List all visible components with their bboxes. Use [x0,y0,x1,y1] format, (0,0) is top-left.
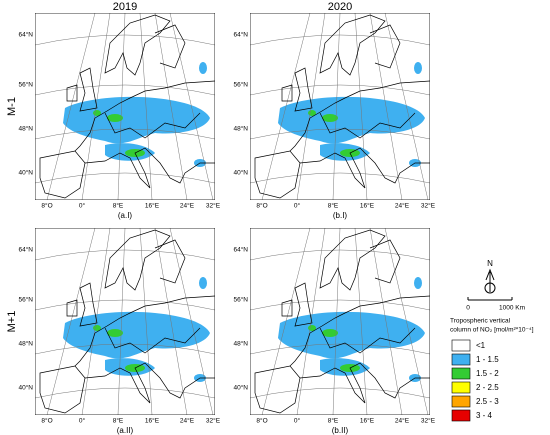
layer [35,13,430,415]
lat-label: 56°N [233,296,248,304]
lat-label: 64°N [18,31,33,39]
column-header: 2019 [113,1,137,13]
legend-swatch [451,381,471,394]
legend-label: 3 - 4 [476,411,493,420]
lon-label: 24°E [395,417,410,425]
lat-label: 40°N [18,384,33,392]
lat-label: 40°N [233,169,248,177]
lon-label: 16°E [145,202,160,210]
panel-label: (b.I) [333,211,348,220]
lon-label: 8°E [113,202,124,210]
legend-label: <1 [476,341,486,350]
legend-label: 2 - 2.5 [476,383,499,392]
panel-label: (b.II) [332,426,349,435]
map-panel [250,228,430,415]
lon-label: 32°E [421,417,436,425]
lon-label: 8°O [256,417,267,425]
panel-label: (a.II) [117,426,134,435]
scale-start: 0 [466,305,470,312]
legend-swatch [451,339,471,352]
lon-label: 32°E [421,202,436,210]
lat-label: 40°N [18,169,33,177]
legend-label: 1.5 - 2 [476,369,499,378]
row-label: M-1 [6,97,18,116]
lon-label: 0° [294,202,301,210]
legend-swatch [451,353,471,366]
legend-title: column of NO₂ [mol/m²*10⁻⁴] [450,327,534,334]
lat-label: 48°N [18,125,33,133]
lon-label: 32°E [206,202,221,210]
north-arrow-icon [467,268,513,301]
map-panel [250,13,430,200]
lat-label: 56°N [233,81,248,89]
lon-label: 24°E [180,417,195,425]
map-panel [35,13,215,200]
lat-label: 64°N [233,246,248,254]
lon-label: 32°E [206,417,221,425]
lon-label: 16°E [360,202,375,210]
panel-label: (a.I) [118,211,133,220]
lat-label: 48°N [233,340,248,348]
legend-title: Tropospheric vertical [450,318,511,325]
lat-label: 48°N [233,125,248,133]
lat-label: 56°N [18,81,33,89]
lon-label: 8°E [328,417,339,425]
column-header: 2020 [328,1,352,13]
lon-label: 24°E [395,202,410,210]
legend-label: 2.5 - 3 [476,397,499,406]
legend-label: 1 - 1.5 [476,355,499,364]
lat-label: 56°N [18,296,33,304]
lon-label: 8°E [328,202,339,210]
lon-label: 16°E [360,417,375,425]
lon-label: 16°E [145,417,160,425]
lon-label: 24°E [180,202,195,210]
legend-swatch [451,409,471,422]
lon-label: 0° [294,417,301,425]
north-label: N [487,259,493,268]
row-label: M+1 [6,311,18,333]
map-panel [35,228,215,415]
lon-label: 0° [79,417,86,425]
scale-end: 1000 Km [499,305,525,312]
lat-label: 64°N [18,246,33,254]
lat-label: 40°N [233,384,248,392]
lon-label: 0° [79,202,86,210]
legend-swatch [451,367,471,380]
lon-label: 8°O [256,202,267,210]
lat-label: 48°N [18,340,33,348]
lon-label: 8°O [41,417,52,425]
lat-label: 64°N [233,31,248,39]
lon-label: 8°O [41,202,52,210]
legend-swatch [451,395,471,408]
lon-label: 8°E [113,417,124,425]
